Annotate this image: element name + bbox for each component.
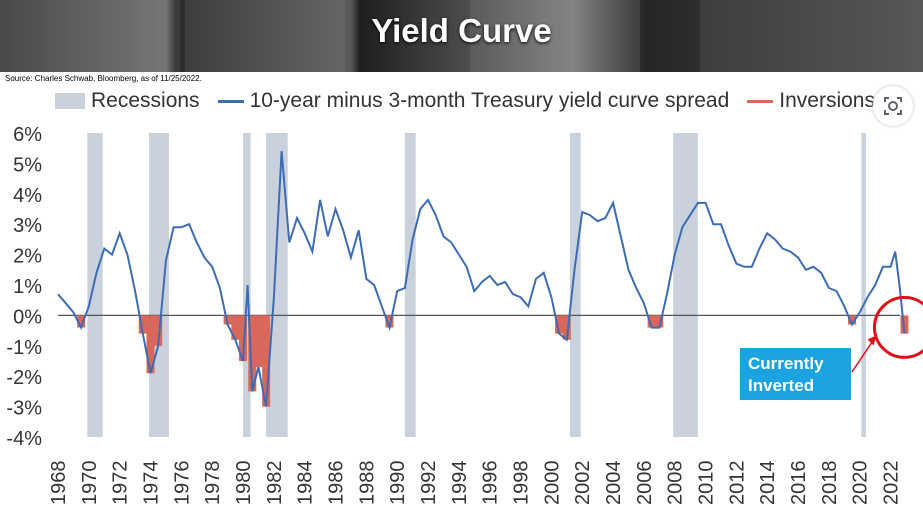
x-tick-label: 1996 [480, 460, 502, 505]
google-lens-button[interactable] [873, 86, 913, 126]
recession-band [404, 133, 416, 437]
legend-label-spread: 10-year minus 3-month Treasury yield cur… [249, 89, 730, 112]
y-tick-label: -1% [6, 337, 42, 359]
inversion-mark [262, 315, 271, 407]
y-tick-label: -3% [6, 398, 42, 420]
current-inversion-circle [872, 295, 923, 359]
x-tick-label: 2010 [696, 461, 718, 506]
inversion-mark [385, 315, 394, 328]
x-tick-label: 2008 [665, 461, 687, 506]
x-tick-label: 1970 [79, 461, 101, 506]
inversion-mark [239, 315, 248, 361]
inversion-mark [555, 315, 564, 334]
x-tick-label: 2006 [634, 461, 656, 506]
recession-band [148, 133, 170, 437]
y-tick-label: 6% [13, 124, 42, 146]
callout-line-2: Inverted [748, 376, 815, 395]
legend-swatch-inversions [747, 99, 774, 103]
inversion-mark [562, 315, 571, 340]
inversion-mark [655, 315, 664, 328]
x-tick-label: 1978 [202, 461, 224, 506]
x-tick-label: 1990 [387, 461, 409, 506]
page-title: Yield Curve [371, 12, 552, 49]
photo-collage-tile [470, 0, 640, 72]
google-lens-icon [884, 97, 902, 115]
x-tick-label: 2012 [726, 461, 748, 506]
inversion-mark [647, 315, 656, 328]
x-tick-label: 2018 [819, 461, 841, 506]
inversion-series [77, 315, 909, 407]
chart-legend: Recessions 10-year minus 3-month Treasur… [55, 88, 893, 114]
legend-swatch-spread [217, 99, 244, 103]
inversion-mark [146, 315, 155, 374]
x-tick-label: 2000 [541, 461, 563, 506]
x-tick-label: 1984 [295, 461, 317, 506]
inversion-mark [138, 315, 147, 334]
spread-series-line [57, 151, 906, 407]
x-tick-label: 1994 [449, 461, 471, 506]
x-tick-label: 2022 [881, 461, 903, 506]
legend-item-inversions: Inversions [747, 89, 875, 113]
currently-inverted-callout: Currently Inverted [740, 348, 851, 400]
x-tick-label: 1998 [511, 461, 533, 506]
y-tick-label: 0% [13, 306, 42, 328]
recession-band [87, 133, 103, 437]
y-tick-label: -2% [6, 367, 42, 389]
inversion-mark [154, 315, 163, 346]
legend-swatch-recessions [55, 93, 85, 109]
inversion-mark [848, 315, 857, 325]
photo-collage-tile [185, 0, 345, 72]
x-axis-tick-labels: 1968 1970 1972 1974 1976 1978 1980 1982 1984 1986… [48, 460, 903, 505]
x-tick-label: 2014 [757, 461, 779, 506]
recession-band [861, 133, 866, 437]
x-tick-label: 1972 [110, 461, 132, 506]
x-tick-label: 1982 [264, 461, 286, 506]
x-tick-label: 2002 [572, 461, 594, 506]
callout-arrowhead [867, 335, 877, 346]
y-axis-tick-labels: 6% 5% 4% 3% 2% 1% 0% -1% -2% -3% -4% [6, 124, 42, 450]
legend-label-recessions: Recessions [91, 89, 200, 112]
inversion-mark [254, 315, 263, 368]
x-tick-label: 1980 [233, 461, 255, 506]
x-tick-label: 1986 [326, 461, 348, 506]
photo-collage-tile [0, 0, 180, 72]
legend-label-inversions: Inversions [779, 89, 875, 112]
y-tick-label: -4% [6, 428, 42, 450]
y-tick-label: 5% [13, 154, 42, 176]
y-tick-label: 3% [13, 215, 42, 237]
recession-band [673, 133, 698, 437]
source-note: Source: Charles Schwab, Bloomberg, as of… [5, 74, 202, 83]
y-tick-label: 2% [13, 246, 42, 268]
legend-item-recessions: Recessions [55, 89, 200, 113]
inversion-mark [231, 315, 240, 340]
recession-band [569, 133, 581, 437]
x-tick-label: 2020 [850, 461, 872, 506]
x-tick-label: 2016 [788, 461, 810, 506]
x-tick-label: 1988 [356, 461, 378, 506]
x-tick-label: 2004 [603, 461, 625, 506]
x-tick-label: 1974 [141, 461, 163, 506]
photo-collage-tile [700, 0, 923, 72]
y-tick-label: 1% [13, 276, 42, 298]
callout-line-1: Currently [748, 354, 824, 373]
legend-item-spread: 10-year minus 3-month Treasury yield cur… [217, 89, 730, 113]
x-tick-label: 1968 [48, 461, 70, 506]
inversion-mark [77, 315, 86, 328]
x-tick-label: 1976 [171, 461, 193, 506]
header-banner: Yield Curve [0, 0, 923, 72]
x-tick-label: 1992 [418, 461, 440, 506]
recession-band [266, 133, 288, 437]
inversion-mark [248, 315, 257, 392]
y-tick-label: 4% [13, 185, 42, 207]
